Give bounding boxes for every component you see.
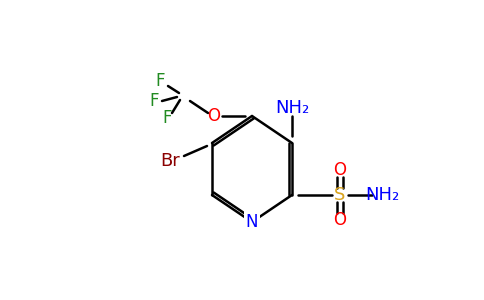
Text: O: O — [333, 161, 347, 179]
Text: O: O — [208, 107, 221, 125]
Text: F: F — [155, 72, 165, 90]
Text: F: F — [149, 92, 159, 110]
Text: Br: Br — [160, 152, 180, 170]
Text: N: N — [246, 213, 258, 231]
Text: O: O — [333, 211, 347, 229]
Text: F: F — [162, 109, 172, 127]
Text: S: S — [334, 186, 346, 204]
Text: NH₂: NH₂ — [365, 186, 399, 204]
Text: NH₂: NH₂ — [275, 99, 309, 117]
